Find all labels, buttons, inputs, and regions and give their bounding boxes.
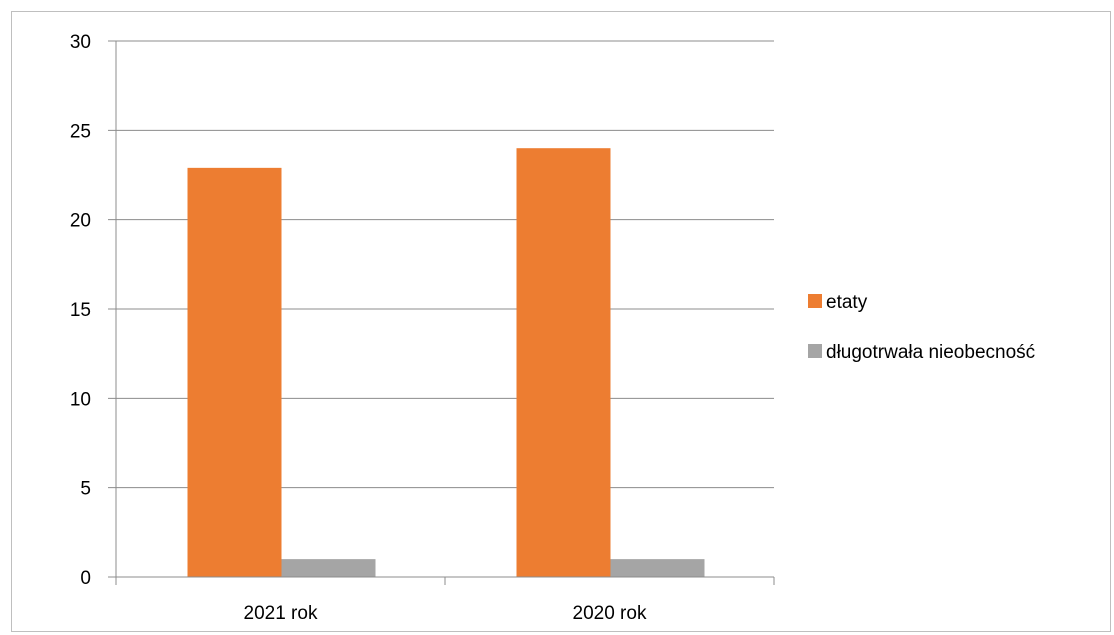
x-tick-labels: 2021 rok 2020 rok	[244, 603, 647, 624]
axes	[108, 41, 775, 585]
bars	[187, 148, 705, 577]
bar-długotrwała-nieobecność-2020-rok	[610, 559, 705, 577]
y-tick-label-30: 30	[70, 32, 91, 53]
legend-label-1: długotrwała nieobecność	[826, 342, 1035, 363]
bar-etaty-2020-rok	[516, 148, 611, 577]
bar-etaty-2021-rok	[187, 167, 282, 577]
y-tick-label-25: 25	[70, 121, 91, 142]
x-tick-label-1: 2020 rok	[573, 603, 647, 624]
y-tick-label-0: 0	[80, 568, 91, 589]
y-tick-label-20: 20	[70, 211, 91, 232]
x-tick-label-0: 2021 rok	[244, 603, 318, 624]
y-tick-labels: 0 5 10 15 20 25 30	[70, 32, 91, 589]
y-tick-label-10: 10	[70, 389, 91, 410]
bar-długotrwała-nieobecność-2021-rok	[281, 559, 376, 577]
legend-label-0: etaty	[826, 292, 868, 313]
legend-swatch-1	[808, 344, 822, 358]
legend-swatch-0	[808, 294, 822, 308]
legend: etaty długotrwała nieobecność	[808, 292, 1035, 363]
y-tick-label-5: 5	[80, 479, 91, 500]
y-tick-label-15: 15	[70, 300, 91, 321]
